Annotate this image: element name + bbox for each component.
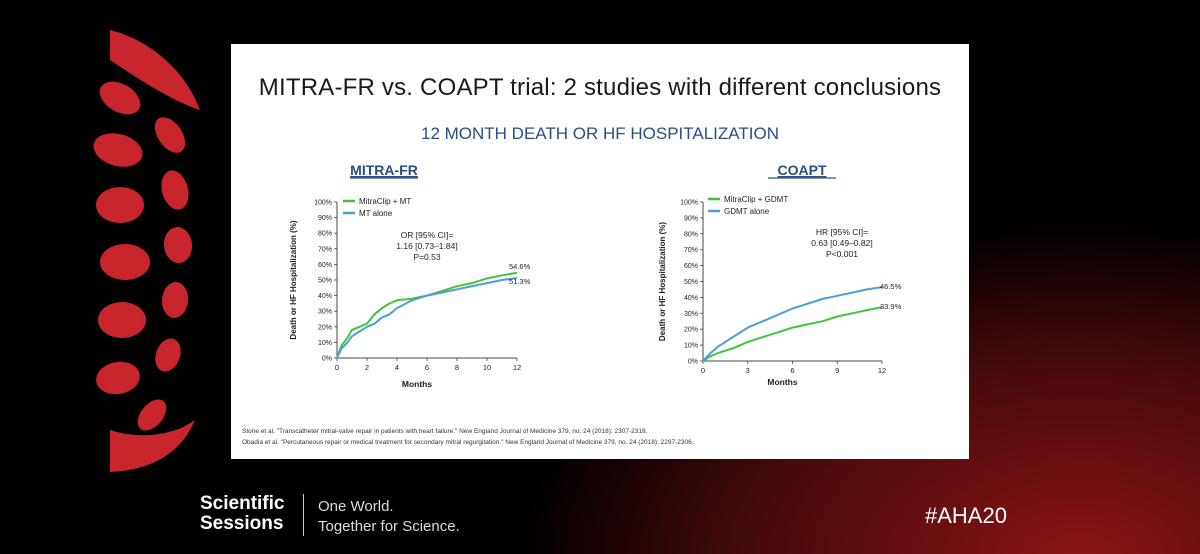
tagline-line-1: One World. [318, 498, 394, 515]
chart-1-y-tick-label: 30% [684, 311, 698, 318]
chart-0-y-tick-label: 60% [318, 262, 332, 269]
slide-subtitle: 12 MONTH DEATH OR HF HOSPITALIZATION [421, 124, 779, 143]
chart-0-x-tick-label: 4 [395, 363, 399, 372]
chart-0-annotation-line-0: OR [95% CI]= [401, 230, 454, 240]
chart-0-x-tick-label: 8 [455, 363, 459, 372]
tagline-line-2: Together for Science. [318, 518, 460, 535]
chart-1-y-tick-label: 90% [684, 215, 698, 222]
chart-1-annotation-line-2: P<0.001 [826, 249, 858, 259]
chart-1-y-tick-label: 40% [684, 295, 698, 302]
aha-logo-pattern [93, 30, 200, 472]
chart-0-x-tick-label: 10 [483, 363, 491, 372]
chart-0-legend-label-1: MT alone [359, 209, 393, 218]
chart-1-series-end-label-0: 33.9% [880, 302, 902, 311]
chart-0-x-tick-label: 2 [365, 363, 369, 372]
chart-0-x-tick-label: 6 [425, 363, 429, 372]
chart-1-y-axis-label: Death or HF Hospitalization (%) [658, 222, 667, 341]
footer-divider [303, 494, 304, 536]
reference-obadia: Obadia et al. "Percutaneous repair or me… [242, 439, 694, 446]
chart-0-x-tick-label: 12 [513, 363, 521, 372]
chart-0-y-tick-label: 30% [318, 309, 332, 316]
chart-0-y-tick-label: 100% [314, 200, 332, 207]
chart-1-y-tick-label: 70% [684, 247, 698, 254]
chart-0-y-tick-label: 0% [322, 356, 332, 363]
chart-1-x-axis-label: Months [767, 377, 797, 387]
chart-0-y-tick-label: 40% [318, 293, 332, 300]
reference-stone: Stone et al. "Transcatheter mitral-valve… [242, 428, 648, 435]
brand-line-1: Scientific [200, 493, 285, 514]
chart-0-y-tick-label: 80% [318, 231, 332, 238]
chart-1-x-tick-label: 6 [790, 366, 794, 375]
chart-1-x-tick-label: 3 [746, 366, 750, 375]
brand-name: Scientific Sessions [200, 494, 284, 534]
chart-1-y-tick-label: 80% [684, 231, 698, 238]
chart-0-series-line-0 [336, 271, 518, 359]
slide: MITRA-FR vs. COAPT trial: 2 studies with… [231, 44, 969, 459]
chart-1-series-line-0 [702, 306, 883, 362]
chart-1-y-tick-label: 50% [684, 279, 698, 286]
chart-1-legend-label-0: MitraClip + GDMT [724, 195, 788, 204]
tagline: One World. Together for Science. [318, 497, 460, 537]
mitra-fr-chart: MITRA-FR0%10%20%30%40%50%60%70%80%90%100… [289, 162, 902, 389]
chart-0-y-tick-label: 70% [318, 246, 332, 253]
chart-1-x-tick-label: 0 [701, 366, 705, 375]
chart-0-series-line-1 [336, 277, 518, 359]
chart-1-series-line-1 [702, 286, 883, 362]
chart-0-series-end-label-0: 54.6% [509, 262, 531, 271]
chart-0-legend-label-0: MitraClip + MT [359, 197, 411, 206]
chart-1-y-tick-label: 60% [684, 263, 698, 270]
chart-0-y-axis-label: Death or HF Hospitalization (%) [289, 220, 298, 339]
chart-0-title: MITRA-FR [350, 162, 418, 178]
brand-line-2: Sessions [200, 513, 284, 534]
chart-0-x-axis-label: Months [402, 379, 432, 389]
chart-1-y-tick-label: 10% [684, 343, 698, 350]
chart-1-x-tick-label: 9 [835, 366, 839, 375]
chart-1-annotation-line-1: 0.63 [0.49–0.82] [811, 238, 872, 248]
chart-1-series-end-label-1: 46.5% [880, 282, 902, 291]
chart-0-annotation-line-2: P=0.53 [413, 252, 440, 262]
chart-0-y-tick-label: 10% [318, 340, 332, 347]
chart-1-title: COAPT [778, 162, 827, 178]
chart-0-y-tick-label: 20% [318, 324, 332, 331]
chart-0-x-tick-label: 0 [335, 363, 339, 372]
chart-0-annotation-line-1: 1.16 [0.73–1.84] [396, 241, 457, 251]
chart-1-y-tick-label: 20% [684, 327, 698, 334]
chart-1-x-tick-label: 12 [878, 366, 886, 375]
slide-title: MITRA-FR vs. COAPT trial: 2 studies with… [258, 74, 942, 101]
chart-1-y-tick-label: 0% [688, 359, 698, 366]
chart-0-y-tick-label: 90% [318, 215, 332, 222]
chart-0-y-tick-label: 50% [318, 278, 332, 285]
chart-1-y-tick-label: 100% [680, 200, 698, 207]
chart-1-legend-label-1: GDMT alone [724, 207, 770, 216]
hashtag: #AHA20 [925, 503, 1007, 528]
chart-1-annotation-line-0: HR [95% CI]= [816, 227, 868, 237]
chart-0-series-end-label-1: 51.3% [509, 277, 531, 286]
